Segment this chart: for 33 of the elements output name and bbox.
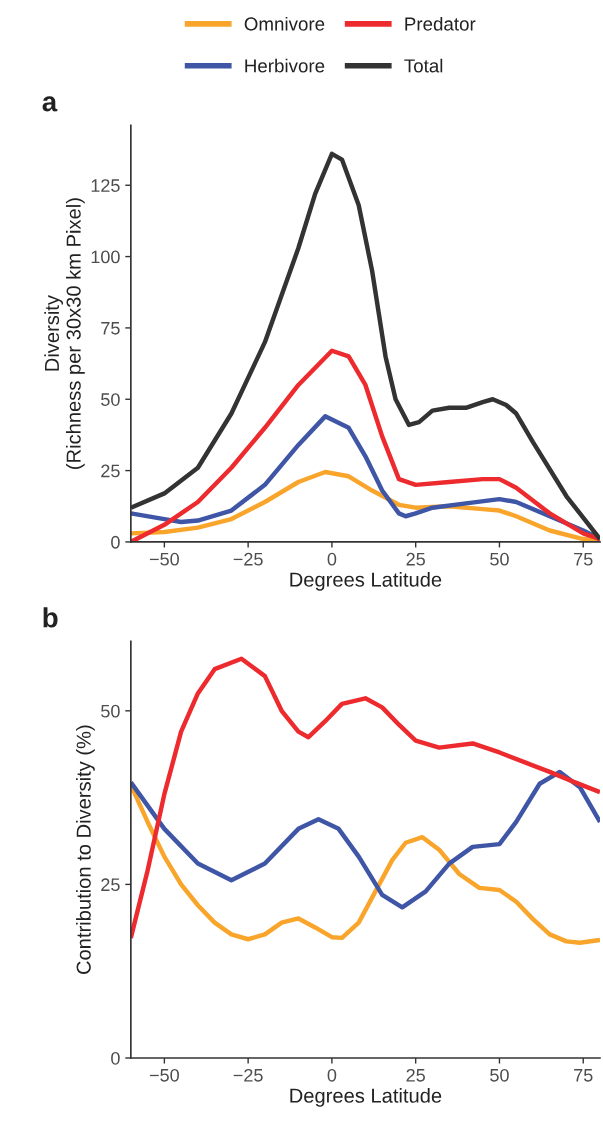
x-tick-label: 0 (327, 552, 337, 566)
legend-label: Predator (405, 16, 476, 31)
legend-label: Herbivore (245, 58, 325, 73)
y-tick-label: 25 (101, 464, 120, 478)
x-tick-label: 75 (574, 553, 593, 566)
y-tick-label: 125 (91, 179, 120, 192)
x-tick-label: 25 (406, 1068, 425, 1082)
line-series (130, 656, 600, 941)
text: b (43, 607, 58, 628)
y-axis-title: Contribution to Diversity (%) (76, 725, 95, 974)
legend-label: Total (404, 58, 443, 73)
y-tick-label: 0 (111, 535, 120, 549)
text: a (42, 96, 58, 112)
x-axis-title: Degrees Latitude (290, 1088, 442, 1107)
y-tick-label: 75 (101, 322, 120, 335)
x-tick-label: −50 (149, 552, 179, 566)
y-tick-label: 50 (101, 393, 120, 406)
y-tick-label: 0 (111, 1051, 120, 1065)
x-tick-label: 50 (490, 1068, 509, 1082)
x-tick-label: −25 (233, 552, 263, 566)
legend-label: Omnivore (244, 16, 325, 31)
x-axis-title: Degrees Latitude (290, 571, 442, 591)
x-tick-label: 75 (574, 1069, 593, 1082)
y-axis-title: Diversity (Richness per 30x30 km Pixel) (44, 198, 85, 469)
x-tick-label: 25 (406, 552, 425, 566)
y-tick-label: 25 (101, 878, 120, 892)
y-tick-label: 50 (101, 704, 120, 718)
x-tick-label: 50 (490, 552, 509, 566)
x-tick-label: 0 (327, 1068, 337, 1082)
y-tick-label: 100 (91, 250, 120, 264)
x-tick-label: −50 (149, 1068, 179, 1082)
x-tick-label: −25 (233, 1068, 263, 1082)
line-series (130, 769, 600, 910)
